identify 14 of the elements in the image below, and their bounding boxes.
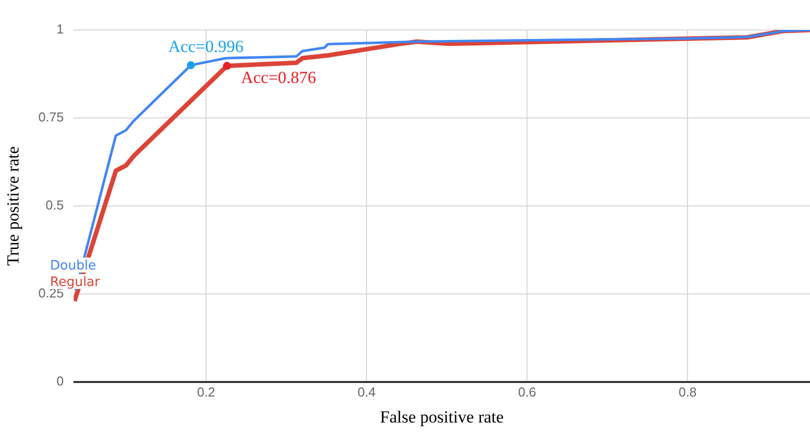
- x-tick-label: 0.6: [518, 384, 536, 400]
- y-tick-label: 0.5: [46, 198, 64, 213]
- series-label: Double: [50, 258, 96, 274]
- y-axis-title: True positive rate: [4, 146, 23, 266]
- y-tick-label: 0: [56, 374, 64, 389]
- y-tick-label: 1: [56, 22, 64, 37]
- x-tick-label: 0.2: [197, 384, 216, 400]
- x-tick-label: 0.8: [678, 384, 697, 400]
- y-tick-label: 0.75: [38, 110, 64, 125]
- x-tick-label: 0.4: [358, 384, 376, 400]
- x-axis-title: False positive rate: [380, 407, 504, 426]
- annotation: Acc=0.996: [168, 37, 244, 56]
- annotation: Acc=0.876: [240, 68, 316, 87]
- series-label: Regular: [50, 274, 101, 290]
